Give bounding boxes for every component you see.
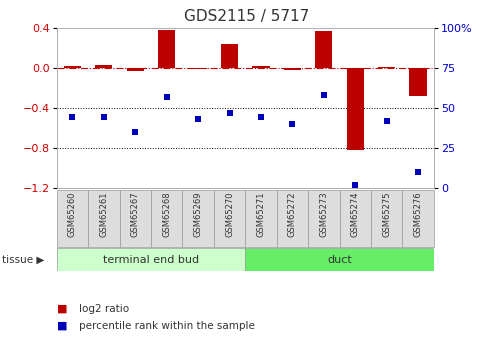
Point <box>288 121 296 127</box>
Point <box>226 110 234 115</box>
Bar <box>252 66 270 68</box>
Text: GSM65276: GSM65276 <box>414 191 423 237</box>
Text: GSM65270: GSM65270 <box>225 191 234 237</box>
Text: GSM65273: GSM65273 <box>319 191 328 237</box>
Text: GSM65260: GSM65260 <box>68 191 77 237</box>
Bar <box>95 65 112 68</box>
Text: ■: ■ <box>57 321 67 331</box>
Bar <box>214 190 246 247</box>
Bar <box>284 68 301 70</box>
Text: GSM65261: GSM65261 <box>99 191 108 237</box>
Point <box>320 92 328 98</box>
Bar <box>371 190 402 247</box>
Bar <box>245 248 434 271</box>
Text: GDS2115 / 5717: GDS2115 / 5717 <box>184 9 309 23</box>
Bar <box>378 67 395 68</box>
Text: GSM65267: GSM65267 <box>131 191 140 237</box>
Text: percentile rank within the sample: percentile rank within the sample <box>79 321 255 331</box>
Bar <box>277 190 308 247</box>
Text: GSM65272: GSM65272 <box>288 191 297 237</box>
Point <box>194 116 202 122</box>
Bar <box>308 190 340 247</box>
Bar <box>158 30 176 68</box>
Point <box>163 94 171 99</box>
Bar <box>402 190 434 247</box>
Bar <box>127 68 144 71</box>
Point <box>352 182 359 188</box>
Bar <box>57 190 88 247</box>
Text: ■: ■ <box>57 304 67 314</box>
Bar <box>221 43 238 68</box>
Point <box>414 169 422 175</box>
Point <box>131 129 139 135</box>
Text: GSM65269: GSM65269 <box>194 191 203 237</box>
Text: tissue ▶: tissue ▶ <box>2 255 45 265</box>
Bar <box>340 190 371 247</box>
Point <box>69 115 76 120</box>
Bar <box>119 190 151 247</box>
Bar <box>182 190 214 247</box>
Bar <box>315 31 332 68</box>
Text: GSM65268: GSM65268 <box>162 191 171 237</box>
Text: duct: duct <box>327 255 352 265</box>
Bar <box>410 68 427 96</box>
Text: GSM65274: GSM65274 <box>351 191 360 237</box>
Text: log2 ratio: log2 ratio <box>79 304 129 314</box>
Text: GSM65275: GSM65275 <box>382 191 391 237</box>
Bar <box>245 190 277 247</box>
Text: terminal end bud: terminal end bud <box>103 255 199 265</box>
Point <box>100 115 108 120</box>
Bar <box>151 190 182 247</box>
Text: GSM65271: GSM65271 <box>256 191 266 237</box>
Bar <box>57 248 245 271</box>
Bar <box>64 66 81 68</box>
Bar <box>347 68 364 150</box>
Bar <box>189 68 207 69</box>
Bar <box>88 190 119 247</box>
Point <box>383 118 390 124</box>
Point <box>257 115 265 120</box>
